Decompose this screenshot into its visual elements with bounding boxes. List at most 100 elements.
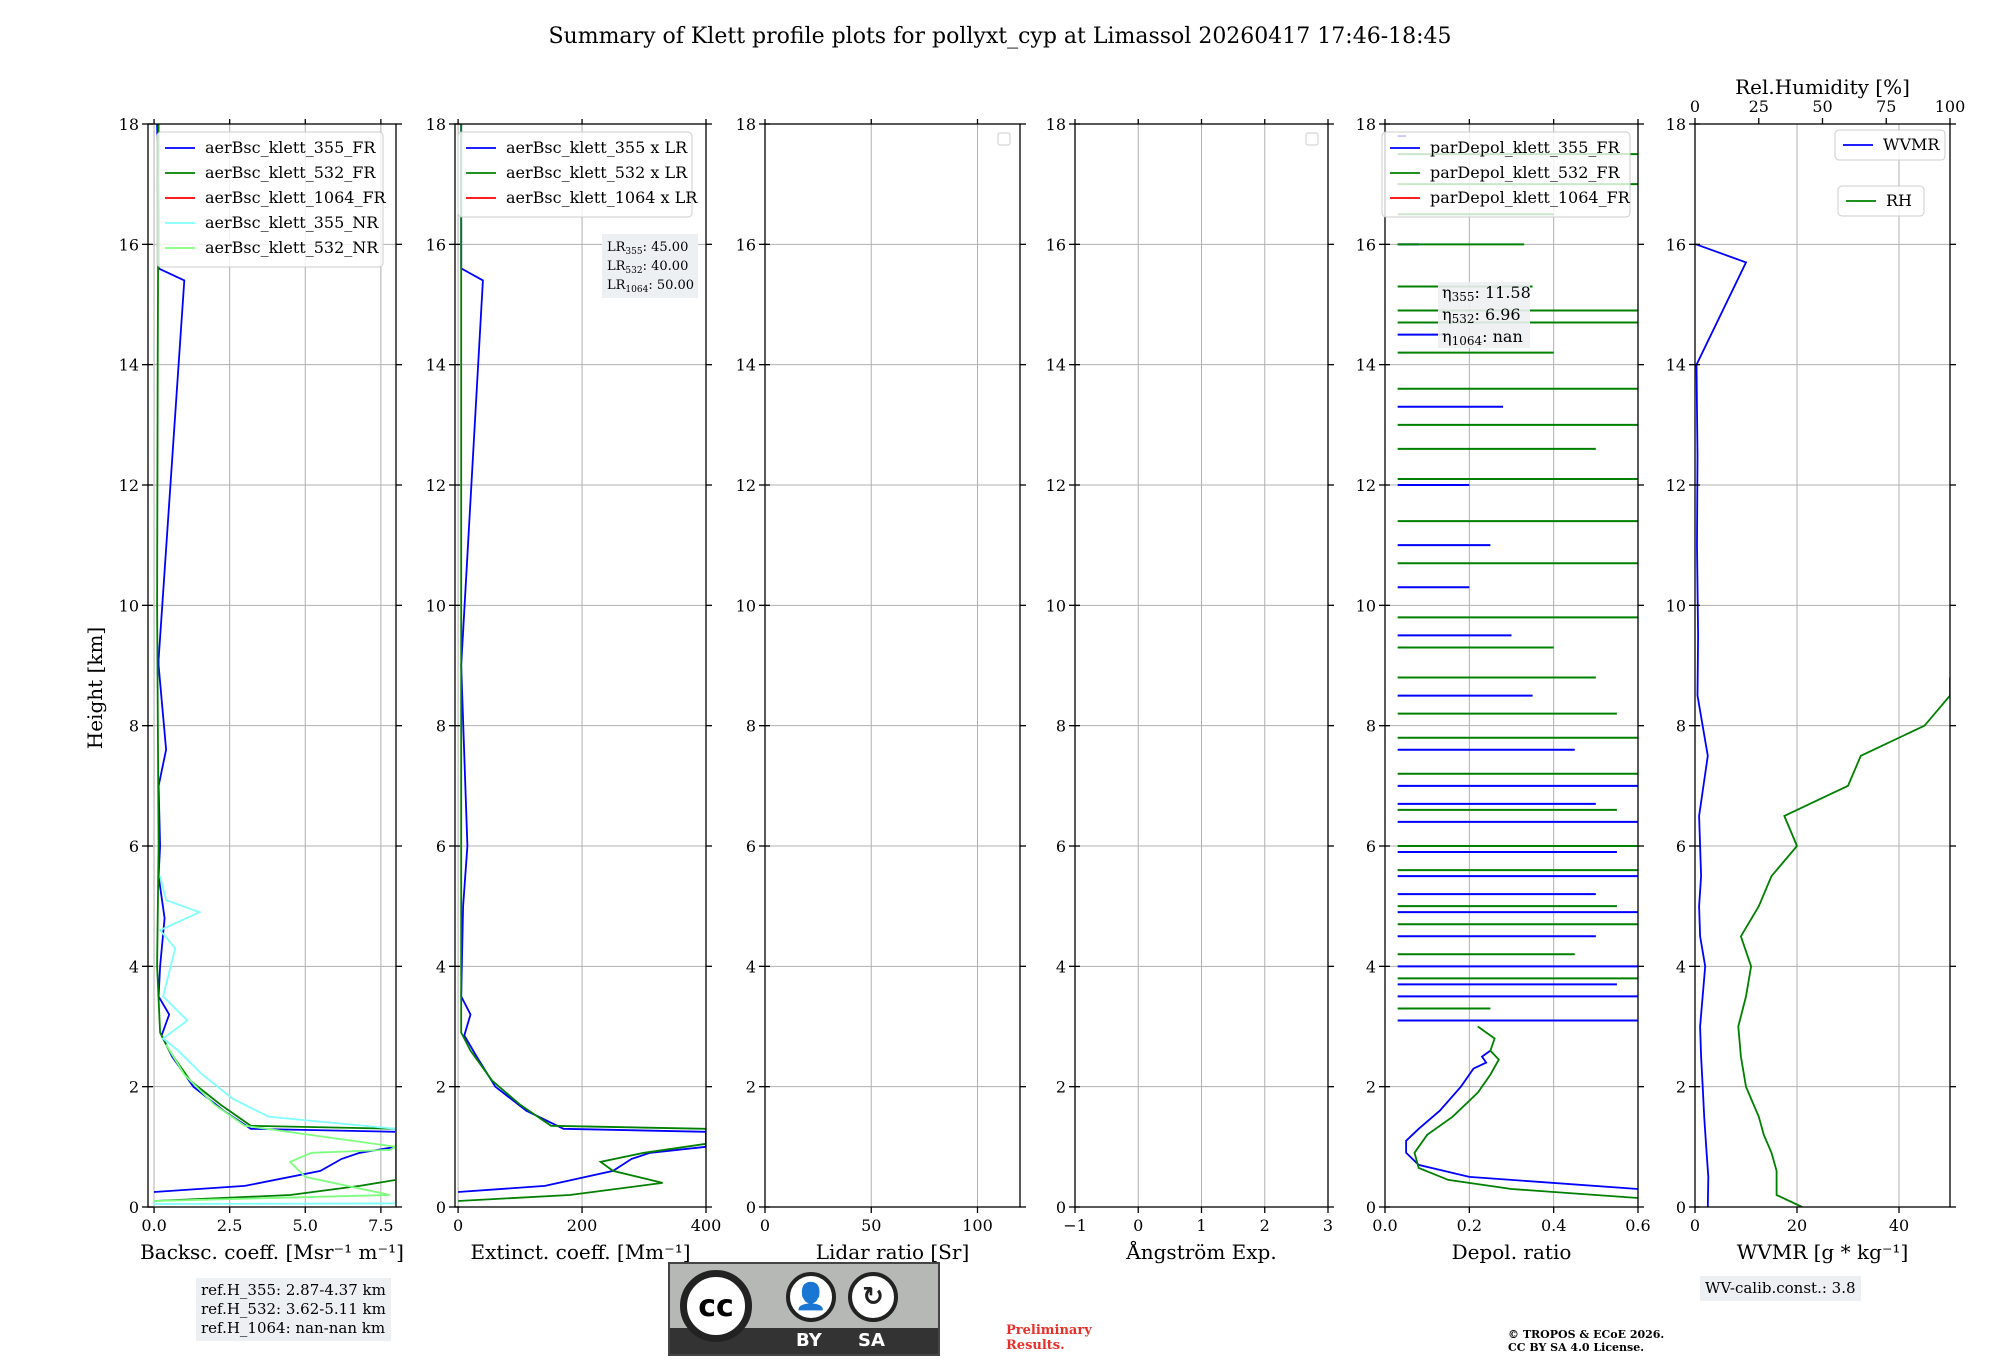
reference-height-box: ref.H_355: 2.87-4.37 km ref.H_532: 3.62-… [196,1278,391,1341]
y-tick-label: 14 [736,356,756,375]
y-tick-label: 8 [1366,717,1376,736]
y-tick-label: 0 [129,1198,139,1217]
y-tick-label: 0 [746,1198,756,1217]
series-line-RH [1737,677,1950,1207]
top-x-tick-label: 75 [1876,97,1896,116]
panel-dep: 0 2 4 6 8 10 12 14 16 18 0.0 0.2 0.4 0.6 Depol. ratio p… [1356,115,1651,1264]
y-tick-label: 14 [1356,356,1376,375]
axes-frame [1384,123,1639,1208]
series-line-parDepol_klett_355_FR [1405,1049,1638,1190]
y-tick-label: 16 [1046,235,1066,254]
x-tick-label: 2.5 [217,1216,242,1235]
x-tick-label: 2 [1260,1216,1270,1235]
y-tick-label: 12 [426,476,446,495]
legend-label: parDepol_klett_1064_FR [1430,188,1631,207]
y-tick-label: 8 [746,717,756,736]
copyright-line-2: CC BY SA 4.0 License. [1508,1341,1645,1354]
y-tick-label: 2 [436,1078,446,1097]
y-tick-label: 12 [1356,476,1376,495]
y-tick-label: 10 [1356,596,1376,615]
y-axis-label: Height [km] [83,627,107,749]
y-tick-label: 6 [1676,837,1686,856]
legend-label: parDepol_klett_532_FR [1430,163,1621,182]
legend-label: aerBsc_klett_1064 x LR [506,188,698,207]
x-tick-label: 100 [962,1216,993,1235]
legend-label: aerBsc_klett_532_FR [205,163,376,182]
legend-frame [1834,129,1946,161]
axes-frame [764,123,1021,1208]
legend-WVMR: WVMR [1834,129,1946,161]
x-axis-label: WVMR [g * kg⁻¹] [1737,1240,1909,1264]
share-alike-icon: ↻ [848,1272,898,1322]
top-axis-label: Rel.Humidity [%] [1735,75,1910,99]
y-tick-label: 10 [1046,596,1066,615]
empty-legend-box [997,132,1011,146]
y-tick-label: 18 [1666,115,1686,134]
legend: parDepol_klett_355_FR parDepol_klett_532_… [1381,131,1631,218]
y-tick-label: 4 [1366,957,1376,976]
y-tick-label: 18 [119,115,139,134]
y-tick-label: 2 [746,1078,756,1097]
y-tick-label: 10 [736,596,756,615]
x-tick-label: 50 [861,1216,881,1235]
x-tick-label: 3 [1323,1216,1333,1235]
y-tick-label: 2 [1056,1078,1066,1097]
series-line-aerBsc_klett_532_FR [153,124,396,1202]
axes-frame [454,123,707,1208]
cc-license-badge[interactable]: cc 👤 ↻ BY SA [668,1262,940,1356]
y-tick-label: 6 [1366,837,1376,856]
attribution-person-icon: 👤 [786,1272,836,1322]
eta-value: η1064: nan [1442,327,1523,348]
y-tick-label: 18 [1046,115,1066,134]
series-line-aerBsc_klett_532_NR [153,1044,396,1202]
series-line-parDepol_klett_532_FR [1413,1025,1638,1199]
series-group [1695,243,1950,1207]
legend-frame [156,131,384,268]
top-x-tick-label: 100 [1935,97,1966,116]
y-tick-label: 18 [1356,115,1376,134]
y-tick-label: 6 [1056,837,1066,856]
top-x-tick-label: 50 [1812,97,1832,116]
legend-frame [457,131,693,218]
legend-label: aerBsc_klett_355_FR [205,138,376,157]
y-tick-label: 8 [1676,717,1686,736]
y-tick-label: 14 [1666,356,1686,375]
y-tick-label: 6 [746,837,756,856]
y-tick-label: 4 [1056,957,1066,976]
ref-h-532: ref.H_532: 3.62-5.11 km [201,1300,386,1318]
y-tick-label: 6 [129,837,139,856]
badge-sa-label: SA [858,1330,885,1351]
y-tick-label: 12 [736,476,756,495]
series-group [153,124,396,1205]
legend-label: aerBsc_klett_532 x LR [506,163,688,182]
x-tick-label: 0.2 [1457,1216,1482,1235]
y-tick-label: 2 [129,1078,139,1097]
x-tick-label: 0.4 [1541,1216,1566,1235]
eta-value: η532: 6.96 [1442,305,1521,326]
y-tick-label: 12 [1046,476,1066,495]
x-tick-label: 400 [691,1216,722,1235]
empty-legend-box [1305,132,1319,146]
series-line-WVMR [1695,243,1748,1207]
lr-value: LR355: 45.00 [607,240,688,257]
x-axis-label: Depol. ratio [1452,1240,1572,1264]
y-tick-label: 0 [1366,1198,1376,1217]
annotation-bg [602,234,698,298]
x-tick-label: 0.6 [1625,1216,1650,1235]
y-tick-label: 4 [129,957,139,976]
x-tick-label: 7.5 [368,1216,393,1235]
y-tick-label: 2 [1366,1078,1376,1097]
top-x-tick-label: 25 [1749,97,1769,116]
lidar-ratio-annotation: LR355: 45.00 LR532: 40.00 LR1064: 50.00 [602,234,698,298]
x-tick-label: 0 [453,1216,463,1235]
series-line-aerBsc_klett_355_NR [153,875,396,1205]
eta-value: η355: 11.58 [1442,283,1531,304]
legend-label: aerBsc_klett_532_NR [205,238,379,257]
y-tick-label: 8 [129,717,139,736]
x-tick-label: 0.0 [141,1216,166,1235]
panel-lr: 0 2 4 6 8 10 12 14 16 18 0 50 100 Lidar ratio [Sr] [736,115,1026,1264]
